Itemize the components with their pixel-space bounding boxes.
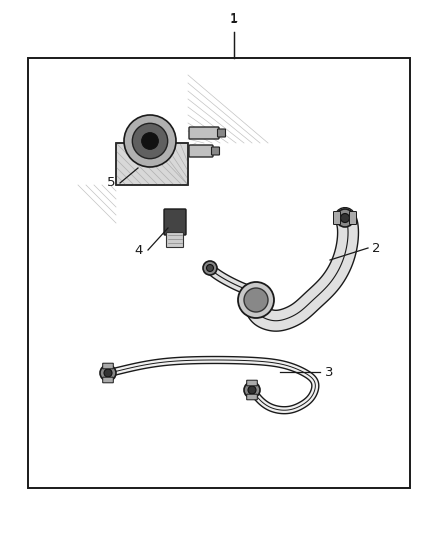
Circle shape — [244, 288, 268, 312]
Text: 1: 1 — [230, 12, 238, 25]
Circle shape — [141, 133, 158, 149]
FancyBboxPatch shape — [102, 363, 113, 369]
Text: 5: 5 — [106, 176, 115, 190]
Circle shape — [238, 282, 274, 318]
Circle shape — [244, 382, 260, 398]
FancyBboxPatch shape — [247, 394, 257, 400]
FancyBboxPatch shape — [102, 377, 113, 383]
Bar — [116, 143, 188, 185]
Bar — [116, 143, 188, 185]
Circle shape — [248, 386, 256, 394]
Circle shape — [340, 214, 350, 222]
Circle shape — [336, 209, 354, 227]
Circle shape — [203, 261, 217, 275]
FancyBboxPatch shape — [166, 232, 184, 247]
FancyBboxPatch shape — [218, 129, 226, 137]
Text: 3: 3 — [325, 366, 333, 378]
Circle shape — [104, 369, 112, 377]
Bar — [28, 58, 410, 488]
Text: 1: 1 — [230, 13, 238, 26]
Circle shape — [124, 115, 176, 167]
Circle shape — [206, 264, 213, 271]
FancyBboxPatch shape — [212, 147, 219, 155]
Circle shape — [100, 365, 116, 381]
FancyBboxPatch shape — [189, 127, 219, 139]
FancyBboxPatch shape — [333, 212, 340, 224]
Text: 4: 4 — [134, 244, 143, 256]
Text: 2: 2 — [372, 241, 381, 254]
FancyBboxPatch shape — [247, 380, 257, 386]
Circle shape — [132, 123, 168, 159]
FancyBboxPatch shape — [350, 212, 357, 224]
FancyBboxPatch shape — [164, 209, 186, 235]
FancyBboxPatch shape — [189, 145, 213, 157]
